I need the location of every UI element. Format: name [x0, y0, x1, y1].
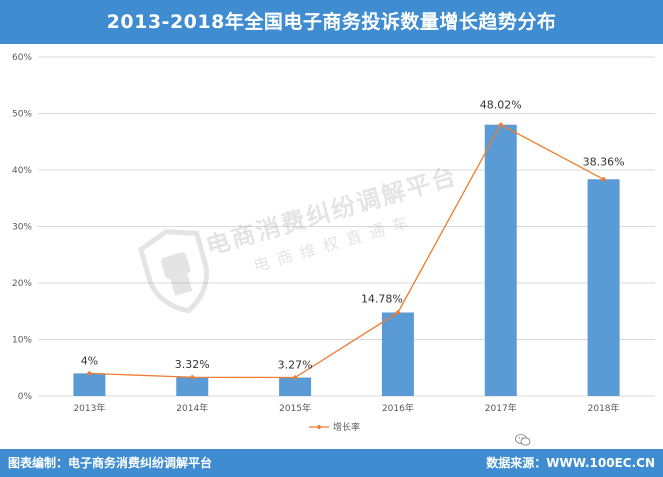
growth-chart: 0% 10% 20% 30% 40% 50% 60% 2013年 2014年 2015年 2016年…	[12, 53, 655, 433]
x-tick-label: 2013年	[73, 402, 105, 414]
y-tick-label: 40%	[12, 166, 32, 176]
y-tick-label: 50%	[12, 110, 32, 120]
y-tick-label: 0%	[18, 392, 33, 402]
bar	[381, 312, 414, 396]
y-tick-label: 20%	[12, 279, 32, 289]
y-tick-label: 10%	[12, 336, 32, 346]
data-label: 48.02%	[480, 99, 522, 112]
data-label: 4%	[81, 354, 98, 367]
bar	[587, 179, 620, 396]
wechat-text: 微信号: i100ec	[535, 434, 620, 448]
x-tick-label: 2015年	[279, 402, 311, 414]
data-label: 3.27%	[278, 359, 313, 372]
line-point	[292, 374, 298, 381]
x-tick-label: 2018年	[588, 402, 620, 414]
line-point	[189, 374, 195, 380]
data-label: 3.32%	[175, 358, 210, 371]
data-label: 14.78%	[361, 292, 403, 305]
wechat-id: 微信号: i100ec	[515, 432, 619, 450]
line-point	[395, 309, 401, 316]
wechat-icon	[515, 434, 531, 446]
y-tick-label: 30%	[12, 223, 32, 233]
bar	[73, 373, 106, 396]
x-tick-label: 2016年	[382, 402, 414, 414]
watermark: 电商消费纠纷调解平台 电商维权直通车	[128, 137, 481, 353]
fist-shield-icon	[137, 229, 209, 314]
bar	[176, 377, 209, 396]
line-point	[86, 370, 93, 376]
bar	[484, 124, 517, 396]
line-point	[498, 122, 504, 128]
bar	[279, 377, 312, 396]
page-title: 2013-2018年全国电子商务投诉数量增长趋势分布	[106, 11, 557, 33]
y-tick-label: 60%	[12, 53, 32, 63]
header-bar: 2013-2018年全国电子商务投诉数量增长趋势分布	[0, 0, 663, 44]
footer-bar: 图表编制：电子商务消费纠纷调解平台 数据来源：WWW.100EC.CN	[0, 449, 663, 477]
footer-credit: 图表编制：电子商务消费纠纷调解平台	[8, 456, 213, 470]
data-label: 38.36%	[583, 155, 625, 168]
x-tick-label: 2017年	[485, 402, 517, 414]
x-tick-label: 2014年	[176, 402, 208, 414]
legend-marker	[316, 424, 322, 430]
growth-line	[89, 123, 604, 379]
footer-source: 数据来源：WWW.100EC.CN	[486, 456, 655, 470]
legend-label: 增长率	[333, 421, 360, 433]
line-point	[600, 176, 607, 182]
